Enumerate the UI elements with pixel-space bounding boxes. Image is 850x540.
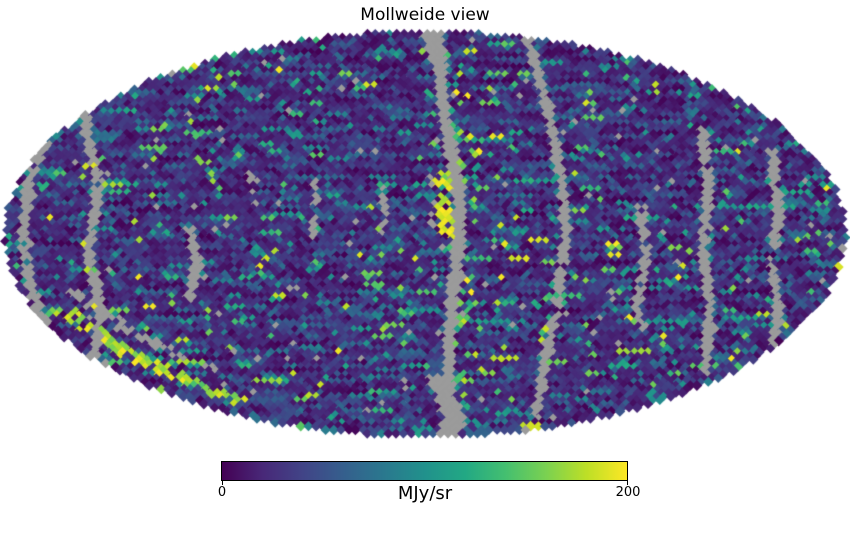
mollweide-map <box>0 0 850 455</box>
chart-title: Mollweide view <box>360 5 490 25</box>
colorbar-gradient <box>221 461 628 481</box>
colorbar-tick-max <box>627 481 628 485</box>
colorbar-max-label: 200 <box>615 485 641 500</box>
colorbar-unit-label: MJy/sr <box>397 483 453 504</box>
colorbar-min-label: 0 <box>217 485 227 500</box>
colorbar-tick-min <box>222 481 223 485</box>
